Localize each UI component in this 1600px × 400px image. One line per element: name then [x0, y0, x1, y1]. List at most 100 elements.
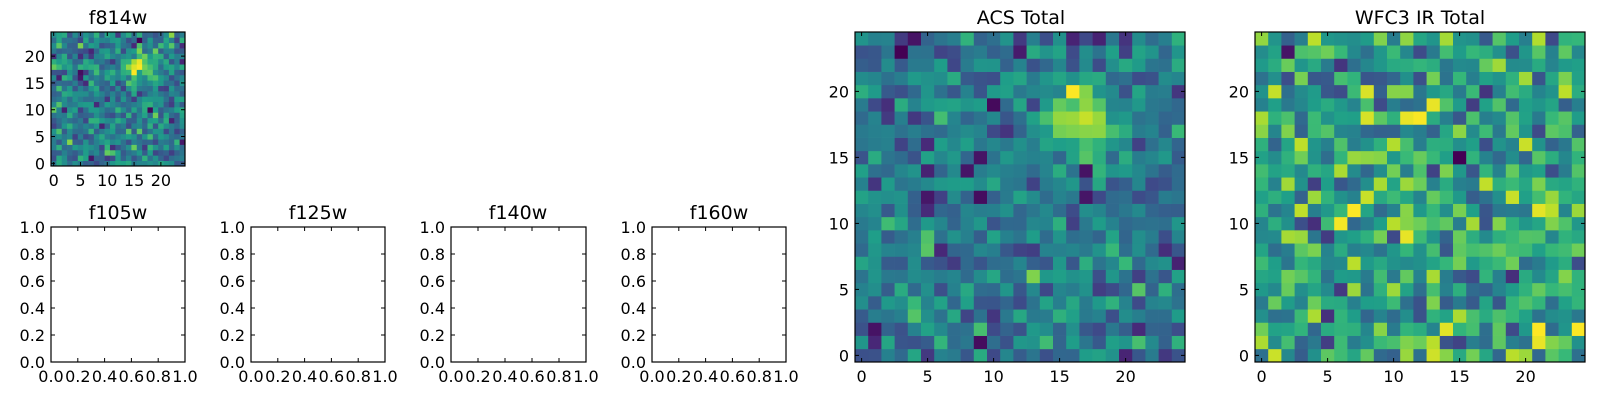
heatmap-cell: [1479, 111, 1493, 125]
heatmap-cell: [131, 42, 138, 49]
y-tick-label: 1.0: [621, 218, 646, 237]
heatmap-cell: [960, 71, 975, 86]
heatmap-cell: [1558, 243, 1573, 257]
heatmap-cell: [1000, 32, 1014, 46]
heatmap-cell: [1255, 98, 1269, 112]
heatmap-cell: [1519, 84, 1533, 99]
heatmap-cell: [1092, 98, 1107, 112]
heatmap-cell: [881, 269, 895, 284]
heatmap-cell: [142, 42, 148, 49]
heatmap-cell: [1334, 322, 1348, 336]
heatmap-cell: [1571, 164, 1586, 178]
heatmap-cell: [987, 256, 1001, 270]
heatmap-cell: [93, 144, 100, 151]
heatmap-cell: [99, 53, 105, 60]
heatmap-cell: [855, 282, 869, 297]
heatmap-cell: [1545, 32, 1559, 46]
heatmap-cell: [163, 85, 170, 92]
heatmap-cell: [126, 101, 132, 108]
heatmap-cell: [99, 155, 105, 161]
heatmap-cell: [93, 32, 100, 38]
heatmap-cell: [1321, 203, 1335, 218]
heatmap-cell: [115, 53, 122, 60]
heatmap-cell: [1281, 98, 1295, 112]
heatmap-cell: [179, 42, 186, 49]
heatmap-cell: [1158, 269, 1173, 284]
y-tick-label: 20: [829, 82, 849, 101]
heatmap-cell: [136, 107, 143, 113]
heatmap-cell: [1439, 282, 1454, 297]
heatmap-cell: [67, 112, 73, 119]
heatmap-cell: [142, 144, 148, 151]
heatmap-cell: [88, 107, 95, 113]
heatmap-cell: [1558, 203, 1573, 218]
heatmap-cell: [1400, 45, 1414, 59]
heatmap-cell: [126, 85, 132, 92]
heatmap-cell: [158, 101, 164, 108]
heatmap-cell: [1105, 71, 1120, 86]
x-tick-label: 0.8: [345, 367, 370, 386]
heatmap-cell: [152, 69, 159, 76]
heatmap-cell: [168, 48, 175, 54]
heatmap-cell: [855, 124, 869, 138]
heatmap-cell: [881, 164, 895, 178]
heatmap-cell: [1347, 269, 1361, 284]
heatmap-cell: [99, 58, 105, 65]
heatmap-cell: [1171, 216, 1186, 231]
heatmap-cell: [1255, 309, 1269, 323]
heatmap-cell: [1307, 45, 1322, 59]
heatmap-cell: [1013, 296, 1027, 310]
heatmap-cell: [1532, 243, 1546, 257]
heatmap-cell: [1132, 348, 1146, 363]
heatmap-cell: [1400, 256, 1414, 270]
heatmap-cell: [894, 256, 909, 270]
heatmap-cell: [1347, 177, 1361, 191]
y-tick-label: 5: [1239, 280, 1249, 299]
heatmap-cell: [152, 128, 159, 135]
heatmap-cell: [1400, 230, 1414, 244]
heatmap-cell: [1558, 296, 1573, 310]
heatmap-cell: [1105, 84, 1120, 99]
heatmap-cell: [1505, 137, 1520, 152]
heatmap-cell: [1519, 98, 1533, 112]
heatmap-cell: [88, 90, 95, 97]
heatmap-cell: [1532, 335, 1546, 350]
heatmap-cell: [1307, 111, 1322, 125]
heatmap-cell: [1281, 243, 1295, 257]
heatmap-cell: [67, 96, 73, 103]
heatmap-cell: [56, 128, 63, 135]
heatmap-cell: [1400, 216, 1414, 231]
heatmap-cell: [1558, 177, 1573, 191]
heatmap-cell: [1334, 203, 1348, 218]
heatmap-cell: [1413, 32, 1427, 46]
heatmap-cell: [1558, 58, 1573, 72]
heatmap-cell: [1466, 230, 1480, 244]
heatmap-cell: [1281, 150, 1295, 165]
heatmap-cell: [1079, 335, 1093, 350]
heatmap-cell: [1145, 164, 1159, 178]
heatmap-cell: [1066, 98, 1080, 112]
heatmap-cell: [1039, 137, 1054, 152]
heatmap-cell: [179, 123, 186, 129]
heatmap-cell: [855, 58, 869, 72]
heatmap-cell: [868, 71, 882, 86]
heatmap-cell: [1145, 71, 1159, 86]
heatmap-cell: [99, 117, 105, 124]
heatmap-cell: [947, 348, 961, 363]
heatmap-cell: [1053, 45, 1067, 59]
heatmap-cell: [1373, 111, 1388, 125]
heatmap-cell: [868, 84, 882, 99]
heatmap-cell: [147, 90, 154, 97]
heatmap-cell: [1145, 296, 1159, 310]
heatmap-cell: [1000, 177, 1014, 191]
heatmap-cell: [147, 160, 154, 167]
x-tick-label: 0.8: [746, 367, 771, 386]
heatmap-cell: [1519, 190, 1533, 204]
heatmap-cell: [1039, 203, 1054, 218]
heatmap-cell: [1119, 32, 1133, 46]
heatmap-cell: [126, 133, 132, 140]
x-tick-label: 15: [1449, 367, 1469, 386]
heatmap-cell: [1268, 177, 1282, 191]
heatmap-cell: [179, 144, 186, 151]
heatmap-cell: [1466, 282, 1480, 297]
